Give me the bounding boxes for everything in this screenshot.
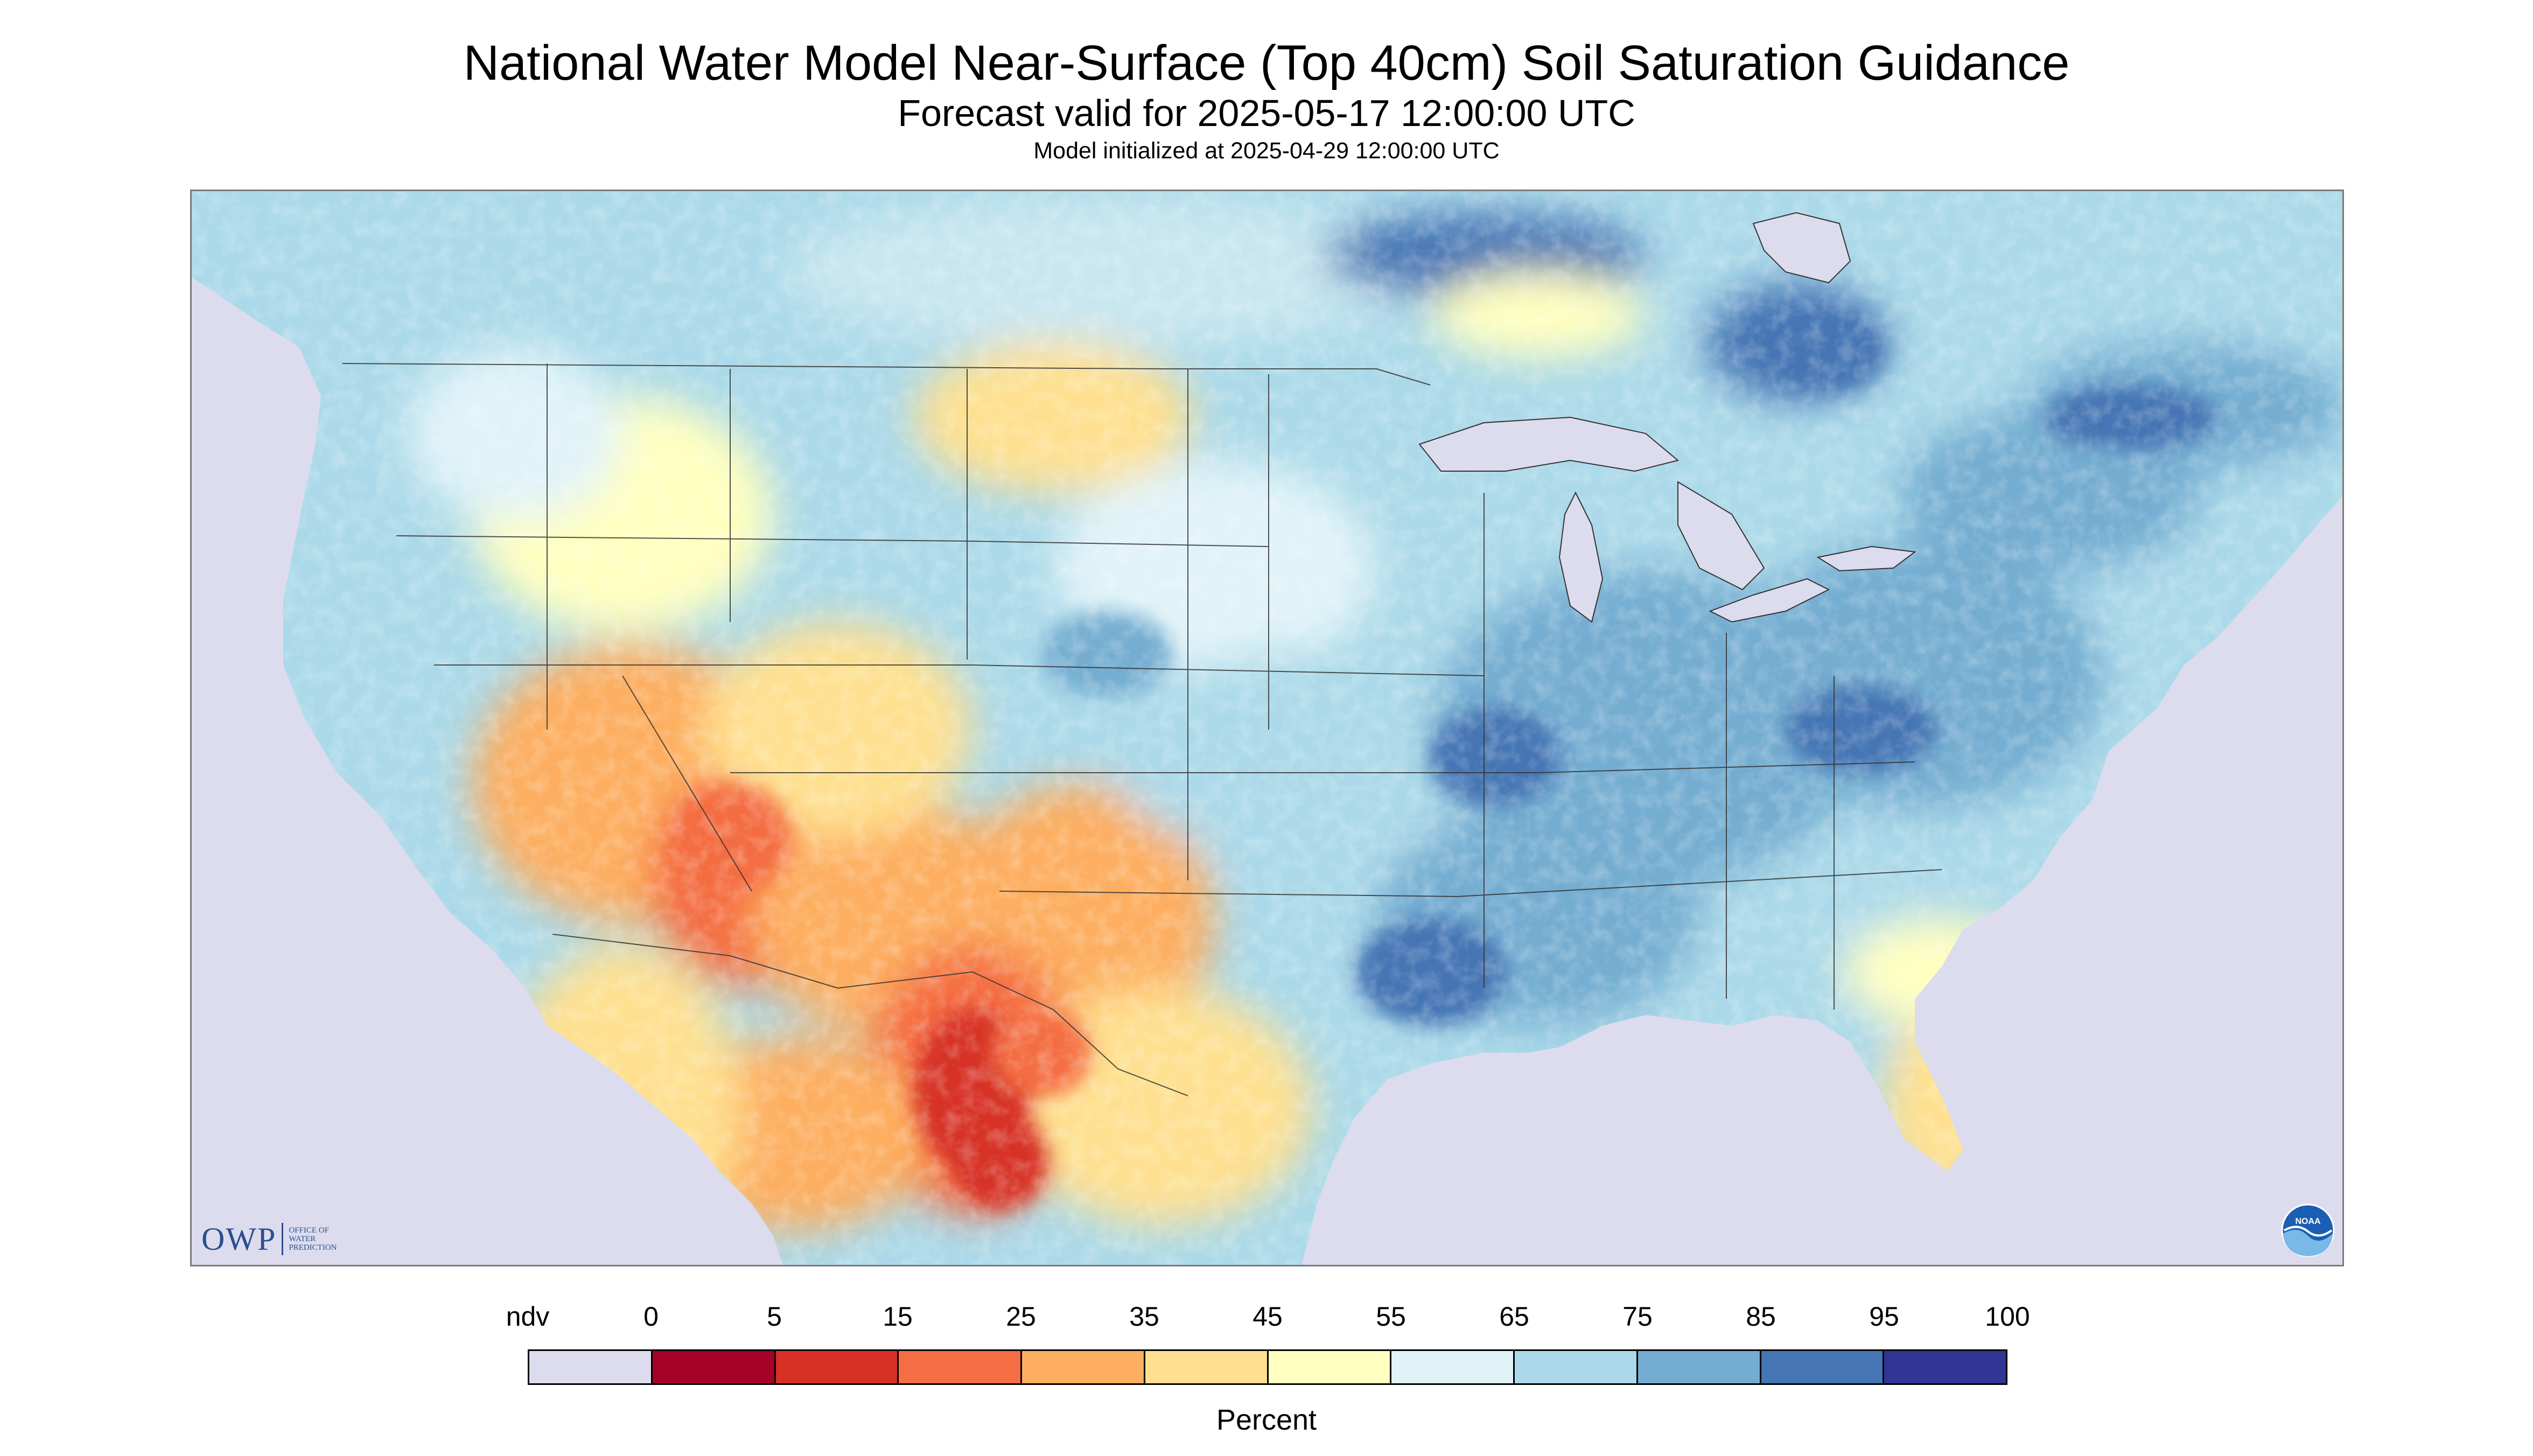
legend-swatch [1638,1351,1761,1383]
land-layer [192,191,2342,1265]
legend-tick-label: 85 [1746,1301,1776,1332]
hudson-bay-part [1752,212,1851,284]
legend-swatch-ndv [529,1351,653,1383]
lake-superior [1418,416,1680,472]
legend-tick-label: 55 [1376,1301,1406,1332]
map-title: National Water Model Near-Surface (Top 4… [463,36,2070,90]
us-mexico-border [552,934,1188,1096]
legend-ndv-label: ndv [506,1301,550,1332]
forecast-valid-time: Forecast valid for 2025-05-17 12:00:00 U… [898,92,1635,134]
owp-logo-mark: OWP [201,1221,277,1257]
legend-swatch [1391,1351,1515,1383]
noaa-logo: NOAA [2281,1203,2335,1257]
legend-swatch [652,1351,776,1383]
boundaries [342,363,1942,1096]
legend-tick-label: 5 [767,1301,782,1332]
legend-swatch [1022,1351,1145,1383]
lake-huron [1677,481,1765,591]
legend-swatch [1268,1351,1392,1383]
legend-tick-label: 25 [1006,1301,1036,1332]
model-init-time: Model initialized at 2025-04-29 12:00:00… [1033,138,1500,164]
legend-tick-label: 95 [1869,1301,1899,1332]
lake-michigan [1558,491,1604,623]
lake-erie [1709,578,1830,623]
map-canvas [192,191,2342,1265]
owp-logo-text: OFFICE OF WATER PREDICTION [289,1226,337,1252]
legend-tick-label: 35 [1129,1301,1159,1332]
owp-logo-divider [282,1223,284,1255]
legend-tick-label: 65 [1499,1301,1529,1332]
noaa-logo-text: NOAA [2295,1217,2321,1226]
great-lakes [1418,212,1916,623]
legend-tick-label: 100 [1985,1301,2030,1332]
soil-saturation-map: OWP OFFICE OF WATER PREDICTION NOAA [190,190,2344,1266]
legend-swatch [775,1351,899,1383]
legend-tick-label: 75 [1622,1301,1653,1332]
legend-unit-label: Percent [1216,1404,1317,1436]
legend-tick-label: 0 [643,1301,659,1332]
owp-logo: OWP OFFICE OF WATER PREDICTION [201,1220,337,1258]
legend-swatch [1515,1351,1638,1383]
us-canada-border [342,363,1431,386]
legend-tick-label: 15 [883,1301,913,1332]
legend-tick-label: 45 [1252,1301,1283,1332]
legend-swatch [1145,1351,1269,1383]
lake-ontario [1816,545,1916,572]
legend-swatch [899,1351,1022,1383]
legend-color-bar [528,1349,2007,1385]
legend-swatch [1761,1351,1885,1383]
legend-swatch [1884,1351,2006,1383]
